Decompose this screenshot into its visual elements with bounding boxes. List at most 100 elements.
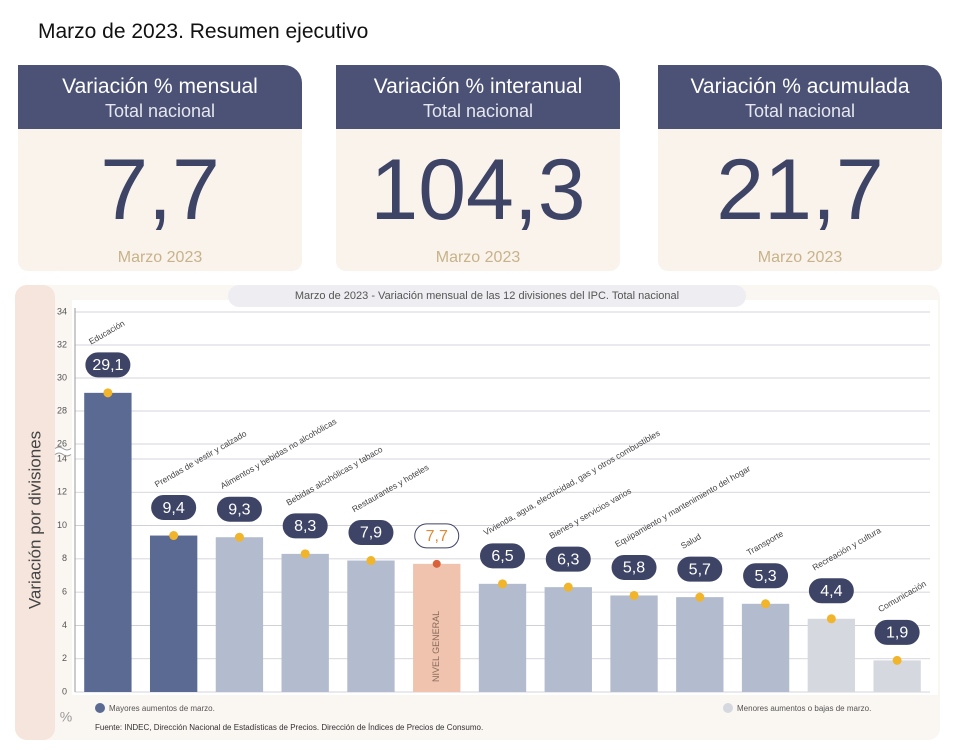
bar (347, 560, 395, 692)
y-tick-label: 4 (62, 620, 67, 630)
card-value: 104,3 (370, 142, 586, 238)
value-label: 5,7 (689, 561, 711, 578)
source: Fuente: INDEC, Dirección Nacional de Est… (95, 723, 483, 732)
y-tick-label: 14 (57, 453, 67, 463)
card-date: Marzo 2023 (435, 249, 521, 266)
value-pill (282, 513, 328, 539)
value-label: 4,4 (820, 583, 842, 600)
legend-label: Menores aumentos o bajas de marzo. (737, 704, 871, 713)
y-tick-label: 28 (57, 405, 67, 415)
bar (676, 597, 724, 692)
bar (873, 660, 921, 692)
card-body: 21,7 Marzo 2023 (658, 129, 942, 271)
value-label: 9,3 (228, 501, 250, 518)
bar-dot (103, 388, 113, 398)
value-pill (545, 546, 591, 572)
bar-dot (366, 556, 376, 566)
bar-dot (169, 531, 179, 541)
value-pill (874, 619, 920, 645)
value-pill (480, 543, 525, 569)
axis-break-line (54, 446, 72, 457)
card-body: 104,3 Marzo 2023 (336, 129, 620, 271)
y-tick-label: 2 (62, 653, 67, 663)
card-body: 7,7 Marzo 2023 (18, 129, 302, 271)
y-axis-label: Variación por divisiones (25, 431, 44, 609)
axis-break (55, 448, 930, 455)
y-tick-label: 12 (57, 487, 67, 497)
summary-card: Variación % interanual Total nacional 104,… (336, 65, 620, 271)
chart-title: Marzo de 2023 - Variación mensual de las… (295, 290, 679, 302)
card-value: 21,7 (716, 142, 884, 238)
bar (84, 392, 132, 692)
summary-card: Variación % mensual Total nacional 7,7 Marz… (18, 65, 302, 271)
value-pill (743, 563, 789, 589)
bar (149, 535, 198, 692)
bar-dot (761, 599, 771, 609)
bar-dot (629, 590, 639, 600)
bar-dot (563, 582, 573, 592)
card-title: Variación % interanual (373, 75, 583, 98)
y-tick-label: 8 (62, 553, 67, 563)
x-tick-label: NIVEL GENERAL (431, 611, 441, 682)
value-label: 7,9 (360, 525, 382, 542)
bar-dot (234, 532, 244, 542)
y-tick-label: 34 (57, 306, 67, 316)
card-date: Marzo 2023 (757, 249, 843, 266)
card-value: 7,7 (100, 142, 220, 238)
y-tick-label: 10 (57, 520, 67, 530)
value-label: 1,9 (886, 625, 908, 642)
value-label: 5,8 (623, 560, 645, 577)
card-subtitle: Total nacional (422, 101, 534, 121)
card-title: Variación % acumulada (690, 75, 910, 98)
y-tick-label: 30 (57, 372, 67, 382)
bar-dot (498, 579, 507, 589)
summary-card: Variación % acumulada Total nacional 21,7 M… (658, 65, 942, 271)
axis-band (15, 285, 55, 740)
card-subtitle: Total nacional (744, 101, 856, 121)
bar-dot (695, 592, 705, 602)
y-unit: % (60, 709, 72, 725)
value-pill (677, 556, 723, 582)
value-label: 5,3 (754, 568, 776, 585)
card-subtitle: Total nacional (104, 101, 216, 121)
value-pill (611, 554, 657, 580)
value-label: 6,3 (557, 551, 579, 568)
y-tick-label: 32 (57, 339, 67, 349)
card-date: Marzo 2023 (117, 249, 203, 266)
bar (478, 583, 527, 692)
card-header: Variación % acumulada Total nacional (658, 65, 942, 129)
value-label: 7,7 (426, 528, 448, 545)
bar (807, 618, 856, 692)
bar (741, 603, 790, 692)
y-tick-label: 26 (57, 438, 67, 448)
bar-dot (892, 655, 902, 665)
y-tick-label: 0 (62, 686, 67, 696)
value-pill (85, 352, 131, 378)
bar-dot (826, 614, 836, 624)
value-pill (414, 523, 460, 549)
y-tick-label: 6 (62, 587, 67, 597)
value-pill (808, 578, 854, 604)
card-title: Variación % mensual (62, 75, 258, 98)
card-header: Variación % mensual Total nacional (18, 65, 302, 129)
value-label: 6,5 (491, 548, 513, 565)
bar (610, 595, 658, 692)
legend-swatch (95, 703, 105, 713)
page-title: Marzo de 2023. Resumen ejecutivo (38, 20, 369, 43)
bar (413, 563, 461, 692)
legend-label: Mayores aumentos de marzo. (109, 704, 215, 713)
value-label: 8,3 (294, 518, 316, 535)
value-label: 9,4 (163, 500, 185, 517)
card-header: Variación % interanual Total nacional (336, 65, 620, 129)
value-pill (348, 520, 394, 546)
bar (281, 553, 329, 692)
bar (544, 587, 592, 692)
bar-dot (300, 549, 310, 559)
bar-dot (432, 559, 441, 568)
legend-swatch (723, 703, 733, 713)
value-pill (216, 496, 262, 522)
value-label: 29,1 (92, 357, 123, 374)
bar (215, 537, 264, 692)
